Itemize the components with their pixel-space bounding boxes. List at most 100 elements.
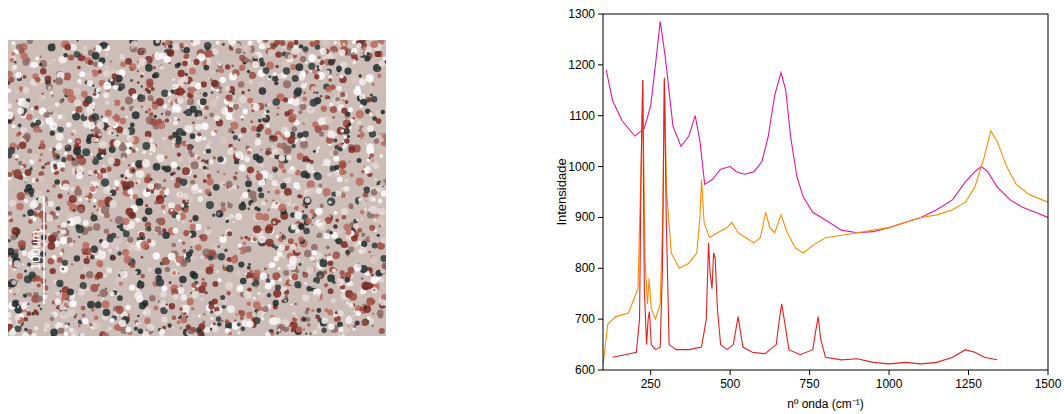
speckle [81,306,86,311]
speckle [225,319,229,323]
speckle [69,300,76,307]
speckle [74,51,80,57]
speckle [177,272,179,274]
speckle [253,237,257,241]
speckle [333,298,338,303]
speckle [66,145,69,148]
speckle [274,256,280,262]
speckle [222,43,225,46]
speckle [135,269,141,275]
speckle [166,132,168,134]
speckle [288,195,290,197]
speckle [15,158,18,161]
speckle [53,153,60,160]
speckle [297,153,304,160]
speckle [68,139,72,143]
speckle [18,240,26,248]
speckle [192,314,196,318]
speckle [326,246,330,250]
speckle [227,201,229,203]
speckle [300,71,306,77]
speckle [78,197,83,202]
speckle [48,235,56,243]
speckle [76,106,83,113]
speckle [324,233,330,239]
speckle [226,221,228,223]
speckle [94,315,99,320]
speckle [121,106,125,110]
speckle [130,79,133,82]
speckle [290,244,296,250]
speckle [189,249,194,254]
speckle [335,311,338,314]
speckle [45,76,52,83]
speckle [179,307,183,311]
speckle [323,40,330,46]
speckle [214,130,217,133]
speckle [333,211,337,215]
speckle [90,187,96,193]
speckle [94,170,98,174]
speckle [39,60,47,68]
speckle [181,294,187,300]
speckle [259,87,267,95]
speckle [102,301,110,309]
speckle [38,95,44,101]
speckle [26,311,31,316]
speckle [46,84,53,91]
speckle [346,301,349,304]
speckle [62,260,68,266]
speckle [110,193,112,195]
speckle [179,276,187,284]
speckle [281,236,286,241]
speckle [217,278,221,282]
speckle [195,224,201,230]
speckle [23,264,25,266]
speckle [231,64,234,67]
speckle [204,116,207,119]
speckle [252,61,259,68]
speckle [154,115,157,118]
speckle [368,122,370,124]
speckle [319,137,323,141]
speckle [215,307,223,315]
speckle [125,305,130,310]
speckle [136,198,143,205]
speckle [153,163,161,171]
speckle [267,174,273,180]
speckle [91,129,94,132]
speckle [312,250,317,255]
speckle [129,284,135,290]
speckle [78,288,85,295]
speckle [161,317,167,323]
speckle [27,292,29,294]
speckle [108,249,112,253]
speckle [23,293,27,297]
speckle [227,203,232,208]
speckle [24,270,27,273]
speckle [105,66,108,69]
speckle [280,232,282,234]
speckle [247,70,250,73]
speckle [165,281,168,284]
speckle [37,283,41,287]
speckle [272,167,278,173]
speckle [239,95,247,103]
speckle [369,169,374,174]
speckle [23,214,26,217]
speckle [266,239,274,247]
speckle [336,86,342,92]
speckle [50,122,58,130]
speckle [183,230,189,236]
speckle [230,123,232,125]
speckle [332,268,336,272]
speckle [166,147,169,150]
speckle [361,248,366,253]
speckle [195,124,202,131]
speckle [379,328,385,334]
speckle [383,300,386,306]
speckle [313,331,317,335]
speckle [303,118,308,123]
speckle [142,142,150,150]
speckle [330,106,337,113]
